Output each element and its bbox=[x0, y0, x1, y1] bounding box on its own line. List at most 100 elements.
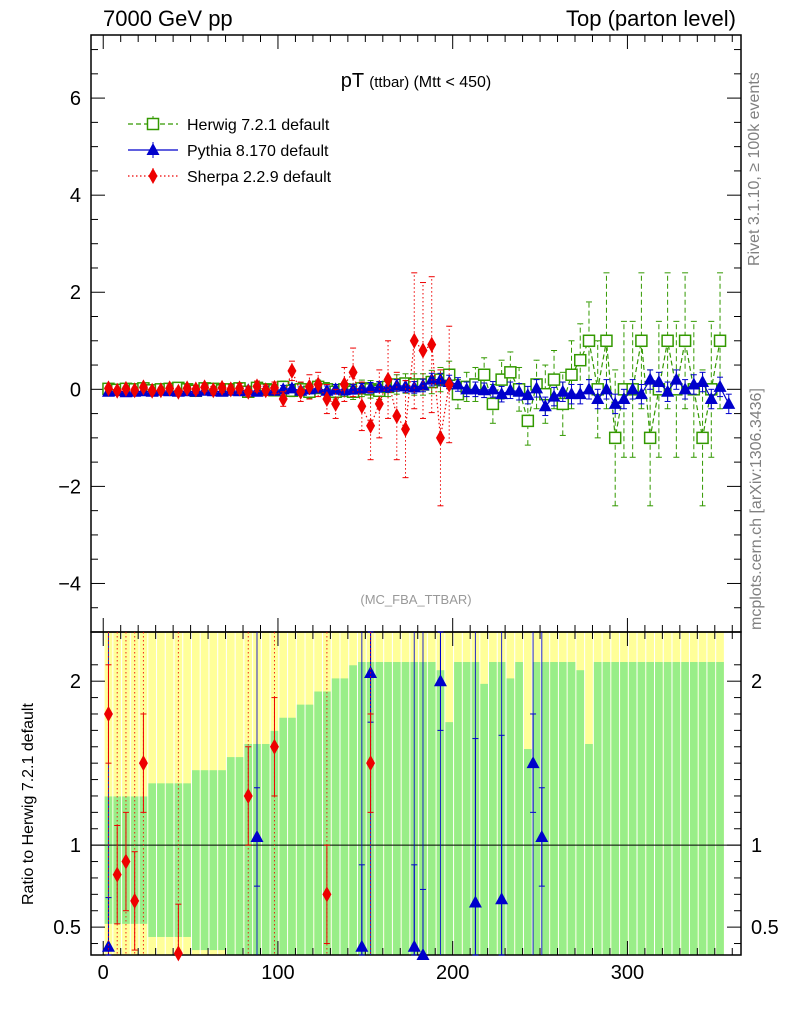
data-point bbox=[435, 429, 445, 446]
data-point bbox=[329, 382, 343, 395]
data-point bbox=[626, 382, 640, 395]
legend-label: Sherpa 2.2.9 default bbox=[187, 169, 332, 186]
data-point bbox=[226, 381, 236, 398]
data-point bbox=[418, 342, 428, 359]
data-point bbox=[401, 421, 411, 438]
inner-band-bin bbox=[655, 662, 663, 955]
ratio-point bbox=[468, 895, 482, 908]
data-point bbox=[383, 371, 393, 388]
data-point bbox=[495, 387, 509, 400]
inner-band-bin bbox=[157, 783, 165, 937]
series-2 bbox=[103, 272, 454, 507]
data-point bbox=[392, 408, 402, 425]
data-point bbox=[538, 399, 552, 412]
inner-band-bin bbox=[576, 670, 585, 955]
data-point bbox=[512, 384, 526, 397]
data-point bbox=[191, 381, 201, 398]
data-point bbox=[287, 362, 297, 379]
data-point bbox=[617, 392, 631, 405]
data-point bbox=[521, 388, 535, 401]
ratio-point bbox=[495, 892, 509, 905]
inner-band-bin bbox=[296, 704, 305, 955]
data-point bbox=[722, 396, 736, 409]
inner-band-bin bbox=[489, 662, 497, 955]
inner-band-bin bbox=[261, 743, 270, 955]
inner-band-bin bbox=[515, 662, 523, 955]
data-point bbox=[165, 380, 175, 397]
data-point bbox=[331, 395, 341, 412]
data-point bbox=[486, 382, 500, 395]
ratio-point bbox=[173, 945, 183, 962]
data-point bbox=[269, 379, 279, 396]
ratio-point bbox=[366, 755, 376, 772]
data-point bbox=[600, 334, 613, 348]
data-point bbox=[427, 336, 437, 353]
legend-label: Pythia 8.170 default bbox=[187, 143, 329, 160]
data-point bbox=[477, 383, 491, 396]
data-point bbox=[121, 380, 131, 397]
inner-band-bin bbox=[323, 691, 331, 955]
inner-band-bin bbox=[375, 662, 384, 955]
ratio-point bbox=[364, 665, 378, 678]
inner-band-bin bbox=[183, 783, 191, 937]
data-point bbox=[661, 384, 675, 397]
data-point bbox=[285, 381, 299, 394]
data-point bbox=[460, 382, 474, 395]
inner-band-bin bbox=[454, 662, 462, 955]
data-point bbox=[504, 366, 517, 379]
x-tick-label: 0 bbox=[98, 962, 109, 984]
data-point bbox=[200, 379, 210, 396]
inner-band-bin bbox=[191, 770, 200, 951]
main-y-tick-label: 4 bbox=[70, 185, 81, 207]
ratio-point bbox=[130, 892, 140, 909]
data-point bbox=[530, 381, 544, 394]
inner-band-bin bbox=[349, 665, 357, 955]
inner-band-bin bbox=[532, 662, 541, 955]
ratio-point bbox=[416, 948, 430, 960]
data-point bbox=[547, 389, 561, 402]
x-tick-label: 200 bbox=[436, 962, 469, 984]
data-point bbox=[296, 383, 306, 400]
data-point bbox=[486, 397, 500, 411]
data-point bbox=[477, 368, 491, 382]
legend-label: Herwig 7.2.1 default bbox=[187, 117, 330, 134]
ratio-y-tick-label-right: 0.5 bbox=[751, 917, 779, 939]
data-point bbox=[503, 383, 517, 396]
data-point bbox=[252, 378, 262, 395]
inner-band-bin bbox=[550, 662, 558, 955]
data-point bbox=[339, 376, 349, 393]
data-point bbox=[261, 382, 271, 399]
data-point bbox=[433, 372, 447, 385]
data-point bbox=[208, 382, 218, 399]
ratio-point bbox=[138, 755, 148, 772]
data-point bbox=[182, 380, 192, 397]
main-y-tick-label: −4 bbox=[58, 573, 81, 595]
data-point bbox=[495, 373, 508, 386]
data-point bbox=[156, 382, 166, 399]
inner-band-bin bbox=[226, 757, 235, 955]
main-y-tick-label: 0 bbox=[70, 379, 81, 401]
inner-band-bin bbox=[716, 662, 724, 955]
data-point bbox=[173, 383, 183, 400]
inner-band-bin bbox=[200, 770, 209, 951]
data-point bbox=[416, 378, 430, 391]
inner-band-bin bbox=[628, 662, 637, 955]
main-y-tick-label: 6 bbox=[70, 88, 81, 110]
data-point bbox=[313, 376, 323, 393]
data-point bbox=[608, 431, 622, 445]
data-point bbox=[643, 431, 657, 445]
inner-band-bin bbox=[585, 743, 593, 955]
inner-band-bin bbox=[558, 662, 567, 955]
ratio-y-tick-label-left: 1 bbox=[70, 835, 81, 857]
data-point bbox=[444, 376, 454, 393]
ratio-point bbox=[433, 674, 447, 687]
legend: Herwig 7.2.1 default Pythia 8.170 default… bbox=[128, 116, 332, 186]
inner-band-bin bbox=[401, 662, 410, 955]
inner-band-bin bbox=[340, 678, 349, 955]
data-point bbox=[565, 368, 578, 382]
inner-band-bin bbox=[270, 730, 279, 955]
ratio-point bbox=[535, 829, 549, 842]
inner-band-bin bbox=[523, 749, 532, 955]
inner-band-bin bbox=[672, 662, 681, 955]
data-point bbox=[390, 378, 404, 391]
